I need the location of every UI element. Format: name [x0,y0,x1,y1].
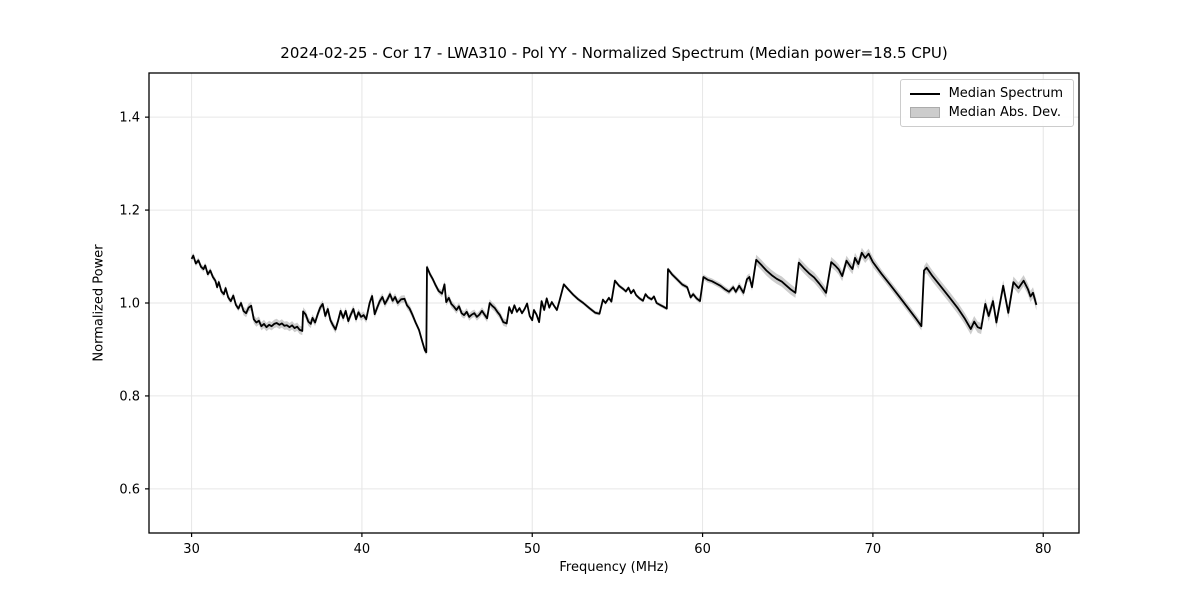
x-tick-label: 70 [865,542,882,557]
x-tick-label: 40 [354,542,371,557]
x-tick-label: 80 [1035,542,1052,557]
legend-label: Median Abs. Dev. [948,105,1062,120]
mad-band [191,247,1037,355]
y-tick-label: 1.0 [119,297,140,312]
legend: Median Spectrum Median Abs. Dev. [899,79,1074,127]
legend-label: Median Spectrum [948,86,1063,101]
x-tick-label: 30 [183,542,200,557]
band-swatch-icon [909,107,940,118]
legend-entry-median-spectrum: Median Spectrum [909,86,1063,101]
y-axis-label: Normalized Power [91,244,107,362]
y-tick-label: 0.8 [119,389,140,404]
line-swatch-icon [909,92,940,95]
x-tick-label: 60 [694,542,711,557]
y-tick-label: 1.4 [119,111,140,126]
x-axis-label: Frequency (MHz) [559,560,669,575]
legend-entry-median-abs-dev: Median Abs. Dev. [909,105,1063,120]
y-tick-label: 1.2 [119,204,140,219]
median-spectrum-line [190,251,1038,354]
x-tick-label: 50 [524,542,541,557]
plot-title: 2024-02-25 - Cor 17 - LWA310 - Pol YY - … [280,44,948,62]
y-tick-label: 0.6 [119,482,140,497]
